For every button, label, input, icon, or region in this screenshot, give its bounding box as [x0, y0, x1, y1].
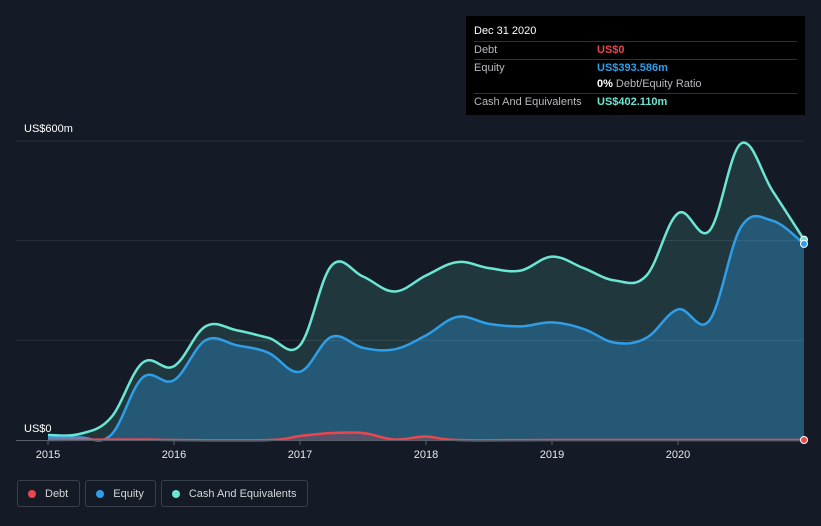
legend-dot-icon	[171, 489, 180, 498]
tooltip-row-cash: Cash And Equivalents US$402.110m	[474, 92, 797, 111]
legend-label: Cash And Equivalents	[188, 487, 297, 500]
legend-item-equity[interactable]: Equity	[85, 480, 156, 507]
tooltip-value: US$402.110m	[597, 95, 668, 108]
tooltip-label: Equity	[474, 61, 505, 74]
tooltip-panel: Dec 31 2020 Debt US$0 Equity US$393.586m…	[466, 16, 805, 115]
tooltip-date: Dec 31 2020	[474, 25, 537, 37]
x-tick-label: 2017	[288, 449, 312, 461]
equity-area	[48, 216, 804, 441]
y-tick-label: US$0	[24, 423, 52, 435]
legend-dot-icon	[96, 489, 105, 498]
grid-lines	[16, 140, 804, 341]
end-markers	[800, 235, 808, 444]
axes: US$600m US$0 2015 2016 2017 2018 2019 2020	[16, 123, 804, 461]
cash-and-equivalents-area	[48, 142, 804, 441]
cash-and-equivalents-line	[47, 141, 806, 437]
series-areas	[48, 142, 804, 441]
debt-area	[48, 432, 804, 441]
legend-label: Equity	[113, 487, 144, 500]
x-tick-label: 2018	[414, 449, 438, 461]
tooltip-row-debt: Debt US$0	[474, 41, 797, 59]
legend-dot-icon	[28, 489, 36, 498]
tooltip-label: Cash And Equivalents	[474, 95, 582, 108]
tooltip-value: US$393.586m	[597, 61, 668, 74]
tooltip-ratio-label: Debt/Equity Ratio	[615, 78, 702, 90]
tooltip-ratio-value: 0%	[597, 78, 613, 90]
equity-end-marker	[800, 239, 808, 248]
legend-item-debt[interactable]: Debt	[17, 480, 81, 507]
legend-label: Debt	[45, 487, 69, 500]
chart-legend: Debt Equity Cash And Equivalents	[17, 480, 313, 507]
debt-end-marker	[800, 436, 808, 444]
tooltip-value: US$0	[597, 44, 625, 56]
x-tick-label: 2016	[162, 449, 186, 461]
tooltip-label: Debt	[474, 44, 498, 56]
x-tick-label: 2015	[36, 449, 60, 461]
equity-line	[47, 214, 805, 442]
tooltip-row-equity: Equity US$393.586m	[474, 58, 797, 77]
x-tick-label: 2019	[540, 449, 564, 461]
y-tick-label: US$600m	[24, 123, 73, 135]
x-tick-label: 2020	[666, 449, 690, 461]
legend-item-cash[interactable]: Cash And Equivalents	[160, 480, 309, 507]
tooltip-row-ratio: 0% Debt/Equity Ratio	[474, 76, 797, 93]
